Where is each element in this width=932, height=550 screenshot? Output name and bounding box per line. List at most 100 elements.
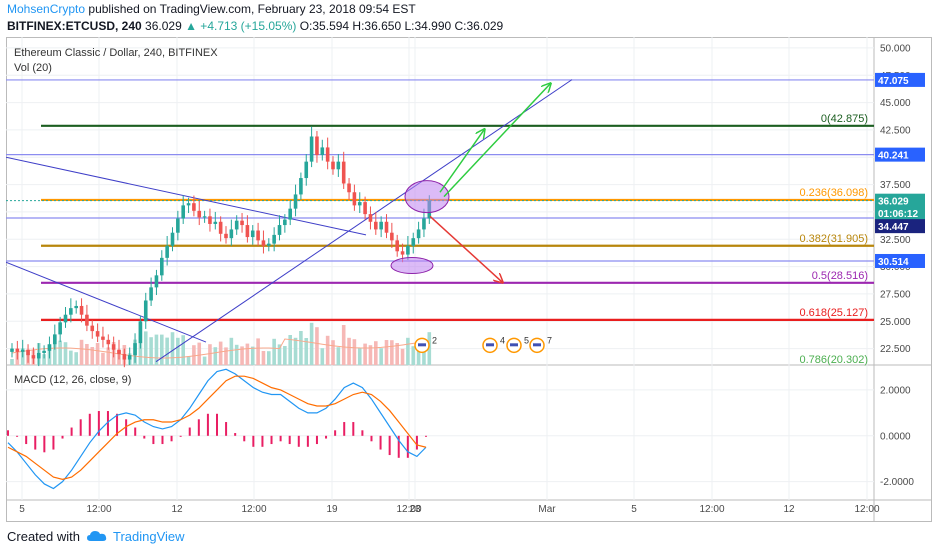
macd-histogram-bar	[143, 435, 146, 439]
volume-bar	[283, 346, 287, 365]
price-badge	[875, 193, 925, 208]
macd-histogram-bar	[297, 435, 300, 447]
candle-body	[299, 178, 303, 195]
ascending-trendline	[155, 79, 573, 363]
chart-area[interactable]: 5 12:00 12 12:00 19 12:00 23 Mar 5 12:00 12 12:00 50…	[6, 37, 932, 524]
macd-histogram-bar	[279, 435, 282, 442]
volume-bar	[240, 346, 244, 365]
candle-body	[101, 336, 105, 340]
macd-histogram-bar	[170, 435, 173, 442]
candle-body	[149, 287, 153, 301]
publish-line: MohsenCrypto published on TradingView.co…	[7, 1, 932, 18]
price-change: ▲ +4.713 (+15.05%)	[185, 19, 297, 33]
candle-body	[304, 161, 309, 179]
candle-body	[170, 232, 175, 246]
macd-histogram-bar	[34, 435, 37, 450]
candle-body	[218, 221, 223, 234]
macd-tick-label: -2.0000	[880, 477, 914, 488]
volume-bar	[400, 348, 405, 365]
candle-body	[63, 314, 68, 323]
event-count-label: 2	[432, 335, 437, 345]
candle-body	[36, 352, 41, 359]
candle-body	[154, 275, 159, 288]
volume-bar	[411, 346, 416, 365]
volume-bar	[347, 337, 351, 365]
candle-body	[58, 322, 62, 335]
brand-label[interactable]: TradingView	[112, 528, 185, 544]
macd-histogram-bar	[216, 413, 218, 436]
volume-bar	[69, 350, 73, 365]
candle-body	[186, 203, 191, 206]
candle-body	[256, 230, 260, 241]
candle-body	[53, 334, 57, 345]
candle-body	[309, 136, 314, 162]
volume-bar	[202, 356, 207, 365]
candle-body	[406, 245, 410, 255]
macd-histogram-bar	[70, 427, 73, 436]
macd-histogram-bar	[61, 435, 64, 439]
candle-body	[267, 243, 271, 246]
volume-bar	[213, 347, 218, 365]
event-count-label: 7	[547, 335, 552, 345]
candle-body	[379, 221, 383, 230]
candle-body	[197, 210, 202, 218]
price-badge	[875, 253, 925, 268]
volume-bar	[261, 351, 266, 365]
y-tick-label: 50.000	[880, 43, 911, 54]
fib-level-label: 0.382(31.905)	[800, 233, 869, 245]
macd-histogram-bar	[252, 435, 255, 447]
candle-body	[261, 240, 266, 246]
candle-body	[277, 225, 282, 235]
tradingview-brand[interactable]: TradingView	[86, 529, 185, 544]
volume-bar	[299, 331, 303, 365]
volume-bar	[293, 337, 298, 365]
macd-tick-label: 2.0000	[880, 385, 911, 396]
candle-body	[26, 349, 30, 356]
candle-body	[15, 348, 20, 352]
candle-body	[240, 220, 244, 226]
candle-body	[202, 216, 207, 218]
volume-bar	[154, 334, 159, 365]
candle-body	[400, 251, 405, 255]
candle-body	[374, 221, 378, 230]
macd-histogram-bar	[161, 435, 164, 445]
x-tick-label: Mar	[538, 504, 556, 515]
event-icon-band	[510, 343, 518, 347]
fib-level-label: 0.786(20.302)	[800, 354, 869, 366]
author-link[interactable]: MohsenCrypto	[7, 2, 86, 16]
volume-bar	[390, 340, 394, 365]
volume-bar	[422, 345, 426, 365]
volume-bar	[234, 344, 239, 365]
candle-body	[160, 257, 164, 276]
event-count-label: 5	[524, 335, 529, 345]
y-tick-label: 22.500	[880, 344, 911, 355]
macd-histogram-bar	[152, 435, 155, 445]
volume-bar	[374, 341, 378, 365]
y-tick-label: 42.500	[880, 125, 911, 136]
macd-histogram-bar	[379, 435, 382, 450]
chart-border	[6, 37, 932, 522]
volume-label: Vol (20)	[14, 62, 52, 74]
candle-body	[368, 214, 373, 222]
volume-bar	[331, 340, 335, 365]
y-tick-label: 37.500	[880, 180, 911, 191]
macd-histogram-bar	[179, 435, 182, 437]
chart-header: MohsenCrypto published on TradingView.co…	[0, 0, 932, 36]
event-count-label: 4	[500, 335, 505, 345]
macd-histogram-bar	[225, 422, 228, 436]
descending-trendline	[6, 156, 367, 236]
candle-body	[293, 194, 298, 209]
macd-histogram-bar	[315, 435, 318, 445]
x-tick-label: 12:00	[241, 504, 266, 515]
volume-bar	[176, 337, 180, 365]
candle-body	[357, 202, 362, 206]
x-tick-label: 12:00	[396, 504, 421, 515]
x-tick-label: 12:00	[699, 504, 724, 515]
candle-body	[245, 225, 250, 238]
macd-histogram-bar	[88, 413, 91, 436]
volume-bar	[325, 335, 330, 365]
price-badge-label: 34.447	[878, 222, 909, 233]
volume-bar	[160, 334, 164, 365]
signal-line	[7, 375, 427, 480]
